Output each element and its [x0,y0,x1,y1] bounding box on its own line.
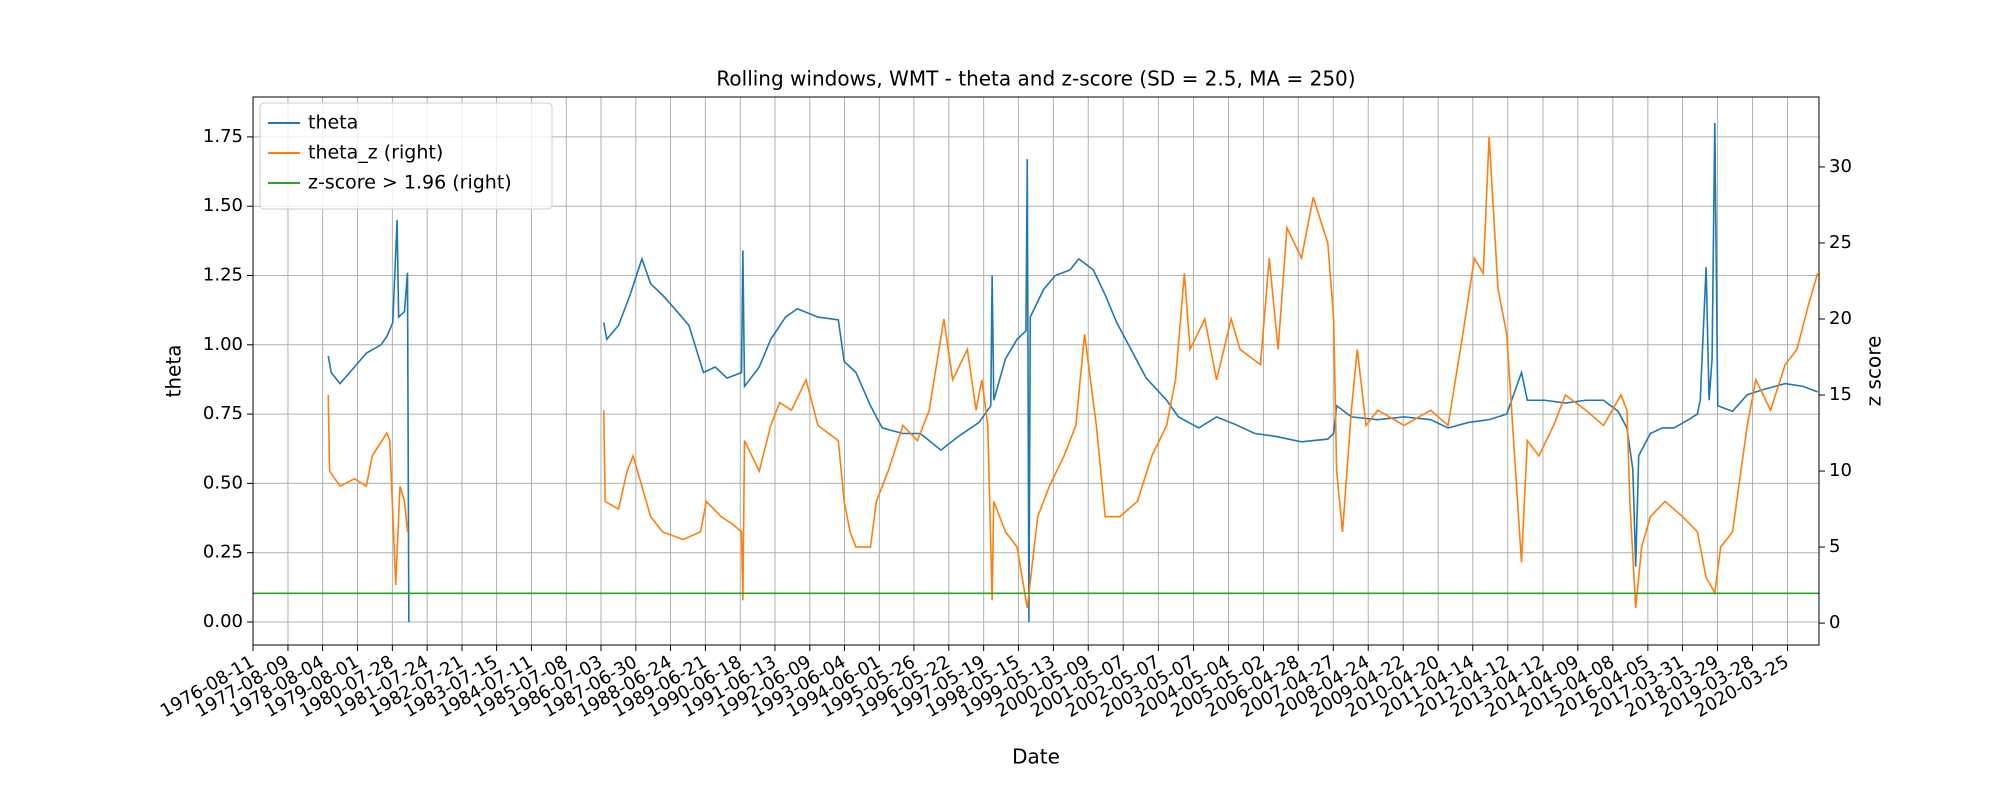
x-axis-label: Date [1012,745,1060,769]
y-tick-label: 0.50 [203,472,243,493]
y-tick-label: 1.25 [203,265,243,286]
y-tick-label: 1.00 [203,334,243,355]
y2-tick-label: 0 [1829,612,1840,633]
y2-tick-label: 10 [1829,460,1852,481]
chart-title: Rolling windows, WMT - theta and z-score… [716,67,1355,91]
y2-tick-label: 20 [1829,308,1852,329]
legend-label: theta_z (right) [308,142,443,164]
y2-tick-label: 30 [1829,156,1852,177]
y-tick-label: 1.50 [203,195,243,216]
y-tick-label: 0.75 [203,403,243,424]
y-tick-label: 1.75 [203,126,243,147]
y-tick-label: 0.00 [203,611,243,632]
y2-axis-label: z score [1862,336,1886,407]
legend-box [259,102,553,210]
y-tick-label: 0.25 [203,542,243,563]
plot-frame [252,96,1820,646]
y2-tick-label: 5 [1829,536,1840,557]
y2-tick-label: 15 [1829,384,1852,405]
y2-tick-label: 25 [1829,232,1852,253]
legend-label: z-score > 1.96 (right) [308,172,512,194]
legend-label: theta [308,112,358,134]
series-line [327,136,1819,609]
y-axis-label: theta [162,345,186,398]
series-line [327,123,1818,622]
